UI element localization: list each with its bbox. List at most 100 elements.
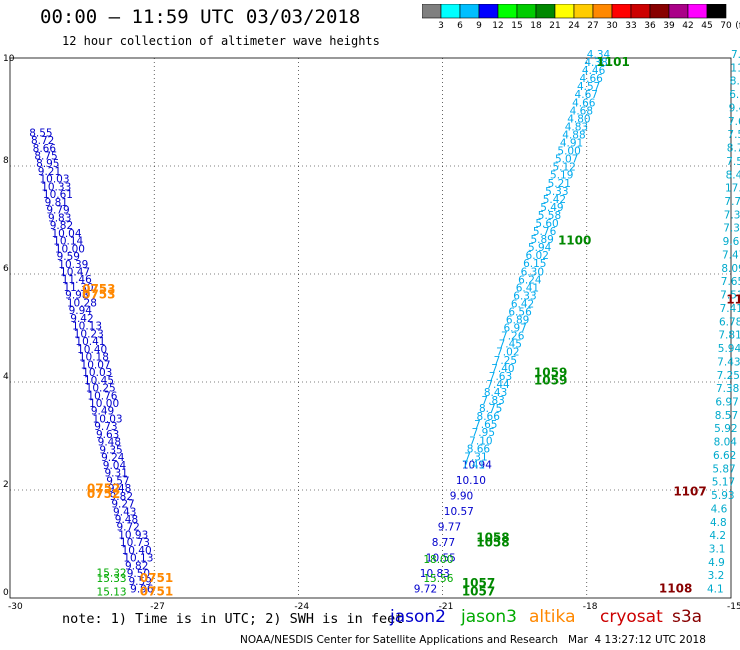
swh-value: 7.25 [717, 370, 740, 382]
y-tick-label: 4 [3, 372, 9, 382]
swh-value: 9.27 [111, 499, 134, 511]
swh-value: 9.49 [91, 406, 114, 418]
time-label: 1107 [673, 484, 706, 498]
swh-value: 8.77 [432, 537, 455, 549]
swh-value: 5.07 [555, 154, 578, 166]
swh-value: 9.43 [113, 506, 136, 518]
swh-value: 7.58 [726, 156, 740, 168]
swh-value: 5.92 [714, 423, 737, 435]
swh-value: 10.57 [444, 506, 474, 518]
swh-value: 9.82 [110, 491, 133, 503]
color-bin-label: 12 [492, 21, 504, 31]
satellite-legend-jason3: jason3 [461, 607, 517, 627]
time-label: 0753 [82, 282, 115, 296]
color-bin-label: 15 [511, 21, 523, 31]
time-label: 1057 [462, 584, 495, 598]
swh-value: 9.90 [450, 490, 473, 502]
time-label: 1059 [534, 366, 567, 380]
swh-value: 9.94 [69, 305, 93, 317]
swh-value: 5.33 [545, 186, 568, 198]
swh-value: 7.63 [489, 371, 512, 383]
color-bin-label: 36 [644, 21, 656, 31]
swh-value: 6.97 [503, 323, 526, 335]
swh-value: 7.95 [472, 427, 495, 439]
y-tick-label: 6 [3, 264, 9, 274]
page-title: 00:00 – 11:59 UTC 03/03/2018 [40, 6, 361, 28]
swh-value: 5.19 [550, 170, 573, 182]
swh-value: 4.8 [710, 517, 727, 529]
swh-value: 7.38 [716, 383, 739, 395]
swh-value: 7.63 [731, 49, 740, 61]
swh-value: 9.48 [108, 483, 131, 495]
swh-value: 6.24 [518, 274, 542, 286]
time-label: 1100 [558, 233, 591, 247]
swh-value: 4.83 [565, 121, 588, 133]
swh-value: 4.66 [579, 73, 603, 85]
swh-value: 10.04 [51, 228, 81, 240]
time-label: 0752 [87, 482, 120, 496]
swh-value: 10.55 [426, 553, 456, 565]
color-bin-label: 70 [720, 21, 732, 31]
swh-value: 4.91 [560, 138, 583, 150]
swh-value: 6.78 [719, 316, 740, 328]
swh-value: 9.59 [128, 576, 151, 588]
color-bin-label: 30 [606, 21, 618, 31]
swh-value: 5.58 [538, 210, 561, 222]
swh-value: 7.36 [723, 223, 740, 235]
swh-value: 15.56 [423, 573, 453, 585]
swh-value: 8.09 [721, 263, 740, 275]
swh-value: 7.44 [486, 379, 510, 391]
color-bin-label: 9 [476, 21, 482, 31]
time-label: 1057 [462, 576, 495, 590]
swh-value: 9.48 [115, 514, 138, 526]
swh-value: 9.72 [116, 522, 139, 534]
swh-value: 17.02 [725, 183, 740, 195]
color-scale-unit: (ft) [735, 21, 740, 31]
swh-value: 15.32 [97, 567, 127, 579]
swh-value: 10.00 [89, 398, 119, 410]
swh-value: 4.2 [709, 530, 726, 542]
x-tick-label: -27 [150, 602, 165, 612]
time-label: 11 [726, 293, 740, 307]
color-bin-label: 21 [549, 21, 561, 31]
swh-value: 5.12 [552, 162, 575, 174]
swh-value: 5.87 [712, 463, 735, 475]
time-label: 1058 [476, 530, 509, 544]
swh-value: 10.28 [67, 297, 97, 309]
color-bin-label: 18 [530, 21, 542, 31]
swh-value: 10.40 [77, 344, 107, 356]
swh-value: 4.6 [711, 503, 728, 515]
swh-value: 3.2 [708, 570, 725, 582]
swh-value: 5.89 [530, 234, 553, 246]
swh-value: 6.33 [513, 290, 536, 302]
swh-value: 10.25 [86, 383, 116, 395]
swh-value: 6.30 [521, 266, 544, 278]
swh-value: 9.50 [127, 568, 150, 580]
swh-value: 7.53 [727, 129, 740, 141]
swh-value: 9.21 [38, 166, 61, 178]
x-tick-label: -21 [439, 602, 454, 612]
x-tick-label: -30 [8, 602, 23, 612]
color-bin-label: 6 [457, 21, 463, 31]
swh-value: 9.72 [414, 584, 437, 596]
swh-value: 4.88 [562, 129, 585, 141]
satellite-legend-jason2: jason2 [390, 607, 446, 627]
swh-value: 9.49 [729, 102, 740, 114]
time-label: 0751 [140, 571, 173, 585]
swh-value: 11.46 [62, 274, 92, 286]
swh-value: 8.66 [33, 143, 57, 155]
swh-value: 5.76 [533, 226, 557, 238]
swh-value: 10.14 [53, 236, 83, 248]
swh-value: 10.76 [87, 390, 117, 402]
swh-value: 10.07 [81, 359, 111, 371]
swh-value: 8.43 [726, 169, 740, 181]
swh-value: 7.51 [720, 290, 740, 302]
swh-value: 9.63 [96, 429, 119, 441]
swh-value: 6.41 [516, 282, 539, 294]
swh-value: 6.02 [526, 250, 549, 262]
swh-value: 10.94 [462, 459, 492, 471]
swh-value: 8.66 [477, 411, 501, 423]
swh-value: 6.56 [508, 307, 532, 319]
